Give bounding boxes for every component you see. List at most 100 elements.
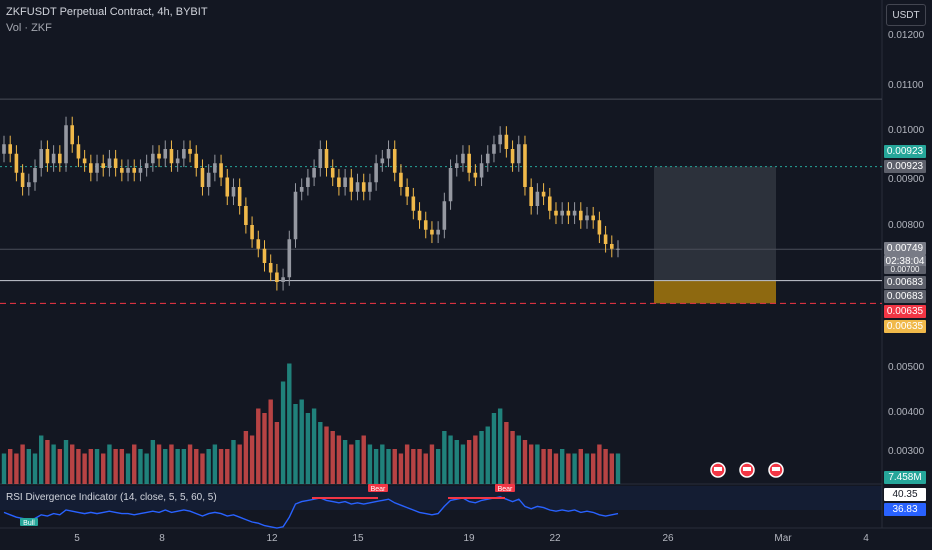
- candle-body: [430, 229, 434, 235]
- price-tick: 0.01100: [888, 80, 924, 91]
- volume-bar: [454, 440, 459, 484]
- volume-bar: [51, 444, 56, 484]
- volume-bar: [497, 408, 503, 484]
- candle-body: [256, 239, 261, 249]
- volume-bar: [367, 444, 373, 484]
- symbol-title[interactable]: ZKFUSDT Perpetual Contract, 4h, BYBIT: [6, 6, 208, 18]
- volume-bar: [1, 453, 7, 484]
- candle-body: [144, 163, 149, 168]
- candle-body: [82, 158, 87, 164]
- candle-body: [306, 177, 310, 187]
- volume-bar: [429, 444, 435, 484]
- volume-bar: [615, 453, 621, 484]
- candle-body: [58, 153, 62, 164]
- volume-bar: [559, 449, 565, 484]
- candle-body: [547, 196, 552, 211]
- candle-body: [554, 210, 558, 216]
- currency-button[interactable]: USDT: [886, 4, 926, 26]
- volume-bar: [243, 431, 249, 484]
- candle-body: [182, 149, 186, 159]
- candle-body: [45, 149, 50, 164]
- candle-body: [343, 177, 347, 187]
- volume-bar: [249, 435, 255, 484]
- candle-body: [361, 182, 366, 192]
- candle-body: [268, 263, 273, 273]
- candle-body: [132, 168, 137, 173]
- bear-label: Bear: [371, 486, 386, 493]
- volume-bar: [541, 449, 546, 484]
- support-tag: 0.00683: [884, 276, 926, 289]
- candle-body: [423, 220, 428, 230]
- volume-bar: [597, 444, 602, 484]
- bear-label-box: [495, 484, 515, 492]
- candle-body: [244, 206, 248, 225]
- candle-body: [516, 144, 521, 164]
- candle-body: [188, 149, 192, 154]
- candle-body: [126, 168, 130, 173]
- rsi-legend[interactable]: RSI Divergence Indicator (14, close, 5, …: [6, 492, 217, 503]
- candle-body: [33, 168, 37, 183]
- volume-bar: [237, 444, 242, 484]
- volume-bar: [125, 453, 131, 484]
- us-flag-event-icon: [743, 467, 751, 471]
- volume-bar: [572, 453, 577, 484]
- volume-bar: [566, 453, 571, 484]
- volume-bar: [392, 449, 397, 484]
- rsi-line: [3, 496, 619, 529]
- volume-bar: [535, 444, 540, 484]
- candle-body: [262, 248, 267, 263]
- volume-bar: [603, 449, 608, 484]
- price-tick: 0.00400: [888, 407, 925, 418]
- candle-body: [380, 158, 385, 164]
- candle-body: [485, 153, 490, 164]
- volume-legend[interactable]: Vol · ZKF: [6, 22, 52, 34]
- candle-body: [473, 172, 478, 178]
- volume-bar: [448, 435, 453, 484]
- candle-body: [2, 144, 6, 154]
- candle-body: [163, 149, 168, 159]
- volume-bar: [479, 431, 484, 484]
- volume-bar: [336, 435, 342, 484]
- volume-bar: [63, 440, 69, 484]
- volume-bar: [144, 453, 149, 484]
- candle-body: [138, 168, 143, 173]
- volume-bar: [423, 453, 428, 484]
- candle-body: [107, 158, 112, 168]
- candle-body: [498, 134, 502, 145]
- volume-bar: [14, 453, 19, 484]
- volume-bar: [212, 444, 218, 484]
- volume-bar: [398, 453, 404, 484]
- price-tick: 0.00800: [888, 220, 925, 231]
- candle-body: [324, 149, 329, 168]
- volume-bar: [287, 363, 292, 484]
- volume-bar: [578, 449, 583, 484]
- candle-body: [572, 210, 577, 216]
- volume-bar: [491, 413, 497, 484]
- volume-bar: [274, 422, 280, 484]
- volume-bar: [156, 444, 162, 484]
- volume-bar: [516, 435, 521, 484]
- date-tick: 12: [266, 533, 278, 544]
- volume-bar: [411, 449, 416, 484]
- candle-body: [219, 163, 223, 178]
- volume-bar: [473, 435, 478, 484]
- us-flag-event-icon: [772, 467, 780, 471]
- candle-body: [597, 220, 602, 235]
- candle-body: [368, 182, 372, 192]
- rsi-value-upper: 40.35: [884, 488, 926, 501]
- volume-bar: [318, 422, 323, 484]
- candle-body: [113, 158, 118, 168]
- candle-body: [467, 153, 471, 173]
- candle-body: [436, 229, 440, 235]
- volume-bar: [485, 426, 490, 484]
- candle-body: [27, 182, 31, 187]
- volume-bar: [187, 444, 193, 484]
- candle-body: [175, 158, 180, 164]
- candle-body: [101, 163, 106, 168]
- volume-bar: [380, 444, 385, 484]
- candle-body: [386, 149, 391, 159]
- last-price-tag: 0.00749: [884, 242, 926, 255]
- candle-body: [70, 125, 75, 145]
- candle-body: [492, 144, 496, 154]
